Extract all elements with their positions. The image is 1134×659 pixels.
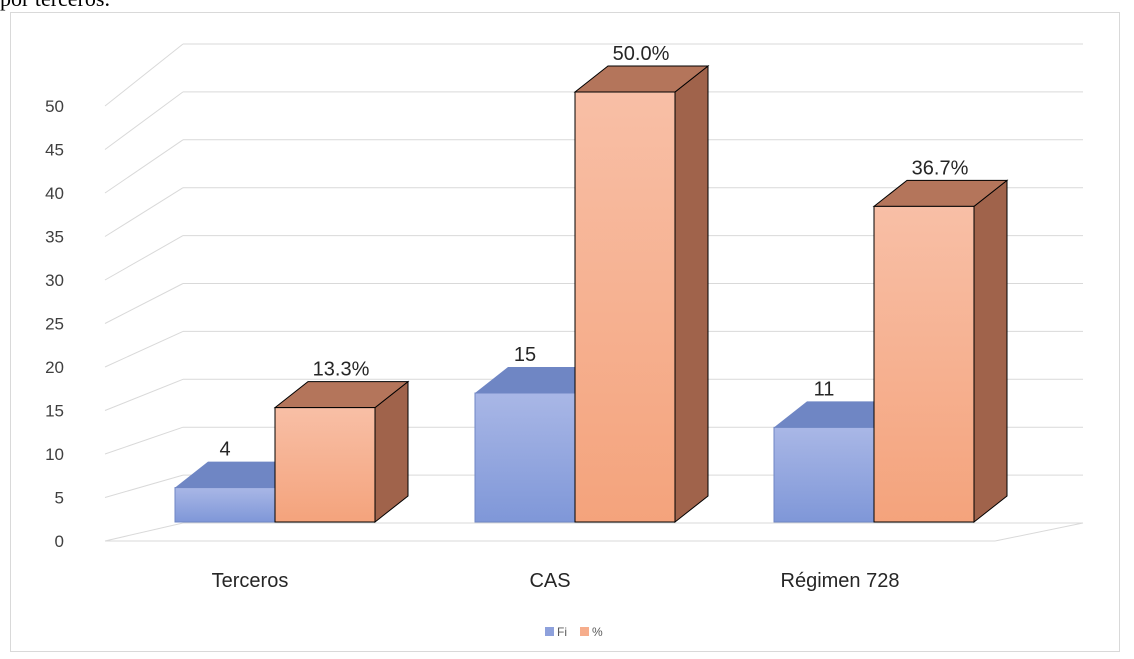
y-tick-label: 30: [45, 271, 64, 290]
gridline-side: [104, 426, 184, 455]
data-label: 11: [814, 378, 835, 400]
y-tick-label: 50: [45, 97, 64, 116]
bar-front: [174, 487, 276, 523]
legend-label: %: [592, 625, 603, 639]
gridline-side: [104, 522, 184, 542]
category-labels: Terceros CAS Régimen 728: [212, 570, 900, 592]
gridline-side: [104, 139, 184, 194]
data-label: 4: [219, 439, 230, 461]
data-label: 15: [514, 344, 536, 366]
bars: [174, 64, 1009, 524]
y-tick-label: 25: [45, 315, 64, 334]
gridline-side: [104, 330, 184, 368]
data-label: 50.0%: [613, 43, 670, 65]
y-tick-label: 45: [45, 141, 64, 160]
legend: Fi%: [545, 625, 603, 639]
legend-label: Fi: [557, 625, 567, 639]
bar-front: [474, 392, 576, 523]
bar-front: [773, 426, 875, 523]
y-tick-label: 15: [45, 402, 64, 421]
bar-side: [674, 64, 709, 524]
gridline-side: [104, 43, 184, 107]
data-labels: 4 13.3% 15 50.0% 11 36.7%: [219, 43, 968, 461]
bar-pct-cas: [573, 64, 710, 524]
gridline-side: [104, 474, 184, 498]
bar-front: [574, 91, 676, 523]
floor-edge-right: [994, 522, 1084, 542]
data-label: 36.7%: [912, 157, 969, 179]
y-tick-label: 35: [45, 228, 64, 247]
data-label: 13.3%: [313, 359, 370, 381]
bar-pct-régimen-728: [872, 179, 1009, 524]
gridline-side: [104, 187, 184, 237]
y-tick-label: 0: [55, 532, 64, 551]
gridline-side: [104, 91, 184, 150]
category-label: CAS: [529, 570, 570, 592]
gridline-side: [104, 378, 184, 411]
bar-front: [873, 205, 975, 523]
y-axis-ticks: 0 5 10 15 20 25 30 35 40 45 50: [45, 97, 64, 551]
bar-front: [274, 407, 376, 523]
legend-swatch: [580, 627, 589, 636]
gridline-side: [104, 283, 184, 324]
bar-pct-terceros: [273, 380, 410, 524]
bar-side: [973, 179, 1008, 524]
y-tick-label: 20: [45, 358, 64, 377]
header-text: por terceros.: [0, 0, 110, 12]
y-tick-label: 5: [55, 489, 64, 508]
gridline-side: [104, 235, 184, 281]
category-label: Régimen 728: [781, 570, 900, 592]
legend-swatch: [545, 627, 554, 636]
category-label: Terceros: [212, 570, 289, 592]
y-tick-label: 40: [45, 184, 64, 203]
y-tick-label: 10: [45, 445, 64, 464]
